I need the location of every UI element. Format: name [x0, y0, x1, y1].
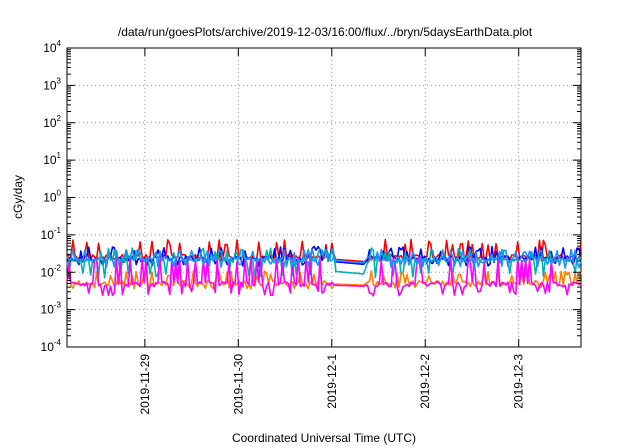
y-tick-label: 102 — [43, 114, 61, 130]
x-tick-labels: 2019-11-29 2019-11-30 2019-12-1 2019-12-2 20… — [138, 354, 526, 415]
y-tick-label: 100 — [43, 189, 61, 205]
y-tick-label: 10-2 — [41, 263, 62, 279]
x-tick-label: 2019-11-29 — [138, 354, 152, 415]
x-tick-label: 2019-12-1 — [325, 354, 339, 409]
y-tick-label: 10-4 — [41, 338, 62, 354]
y-axis-label: cGy/day — [11, 175, 25, 219]
x-tick-label: 2019-11-30 — [231, 354, 245, 415]
x-tick-label: 2019-12-2 — [418, 354, 432, 409]
y-tick-label: 101 — [43, 151, 61, 167]
series-layer — [66, 238, 582, 297]
axis-ticks — [67, 47, 581, 348]
grid-lines — [67, 48, 581, 347]
series-line-5 — [66, 256, 582, 297]
x-axis-label: Coordinated Universal Time (UTC) — [232, 431, 416, 445]
y-tick-labels: 10-4 10-3 10-2 10-1 100 101 102 103 104 — [41, 39, 62, 354]
x-tick-label: 2019-12-3 — [512, 354, 526, 409]
series-line-6 — [66, 248, 582, 269]
y-tick-label: 104 — [43, 39, 61, 55]
chart-title: /data/run/goesPlots/archive/2019-12-03/1… — [118, 25, 533, 39]
y-tick-label: 103 — [43, 76, 61, 92]
y-tick-label: 10-3 — [41, 301, 62, 317]
y-tick-label: 10-1 — [41, 226, 62, 242]
